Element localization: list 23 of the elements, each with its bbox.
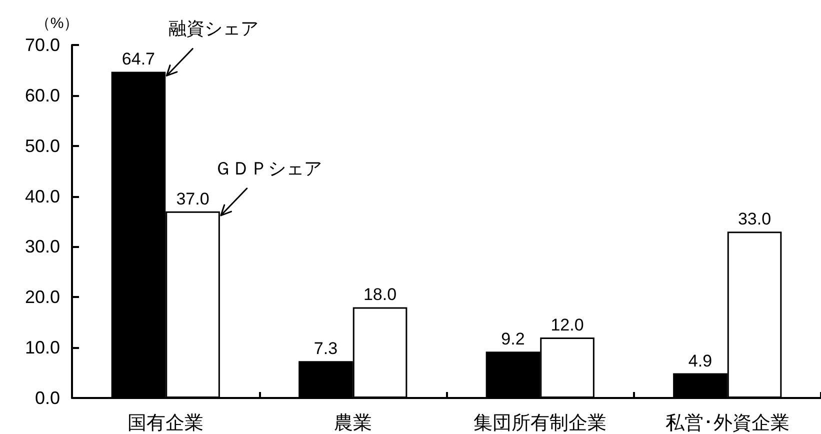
y-tick-label: 60.0	[24, 85, 60, 106]
series-label: ＧＤＰシェア	[214, 158, 322, 178]
data-label: 12.0	[550, 315, 584, 334]
data-label: 7.3	[314, 339, 338, 358]
data-label: 33.0	[738, 210, 772, 229]
x-tick-label: 農業	[334, 413, 372, 434]
data-label: 37.0	[176, 189, 210, 208]
x-tick-label: 私営･外資企業	[665, 413, 790, 434]
series-label: 融資シェア	[168, 18, 259, 39]
y-tick-label: 30.0	[24, 236, 60, 257]
y-tick-label: 40.0	[24, 186, 60, 206]
y-tick-label: 0.0	[34, 388, 60, 408]
x-tick-label: 国有企業	[128, 413, 204, 434]
data-label: 64.7	[122, 50, 156, 69]
data-label: 18.0	[363, 285, 397, 304]
y-tick-label: 20.0	[24, 287, 60, 308]
data-label: 4.9	[688, 351, 712, 370]
y-axis-title: （%）	[35, 15, 79, 32]
x-tick-label: 集団所有制企業	[474, 413, 607, 434]
data-label: 9.2	[501, 330, 525, 349]
y-tick-label: 10.0	[24, 338, 60, 358]
y-tick-label: 70.0	[24, 35, 60, 55]
y-tick-label: 50.0	[24, 136, 60, 156]
